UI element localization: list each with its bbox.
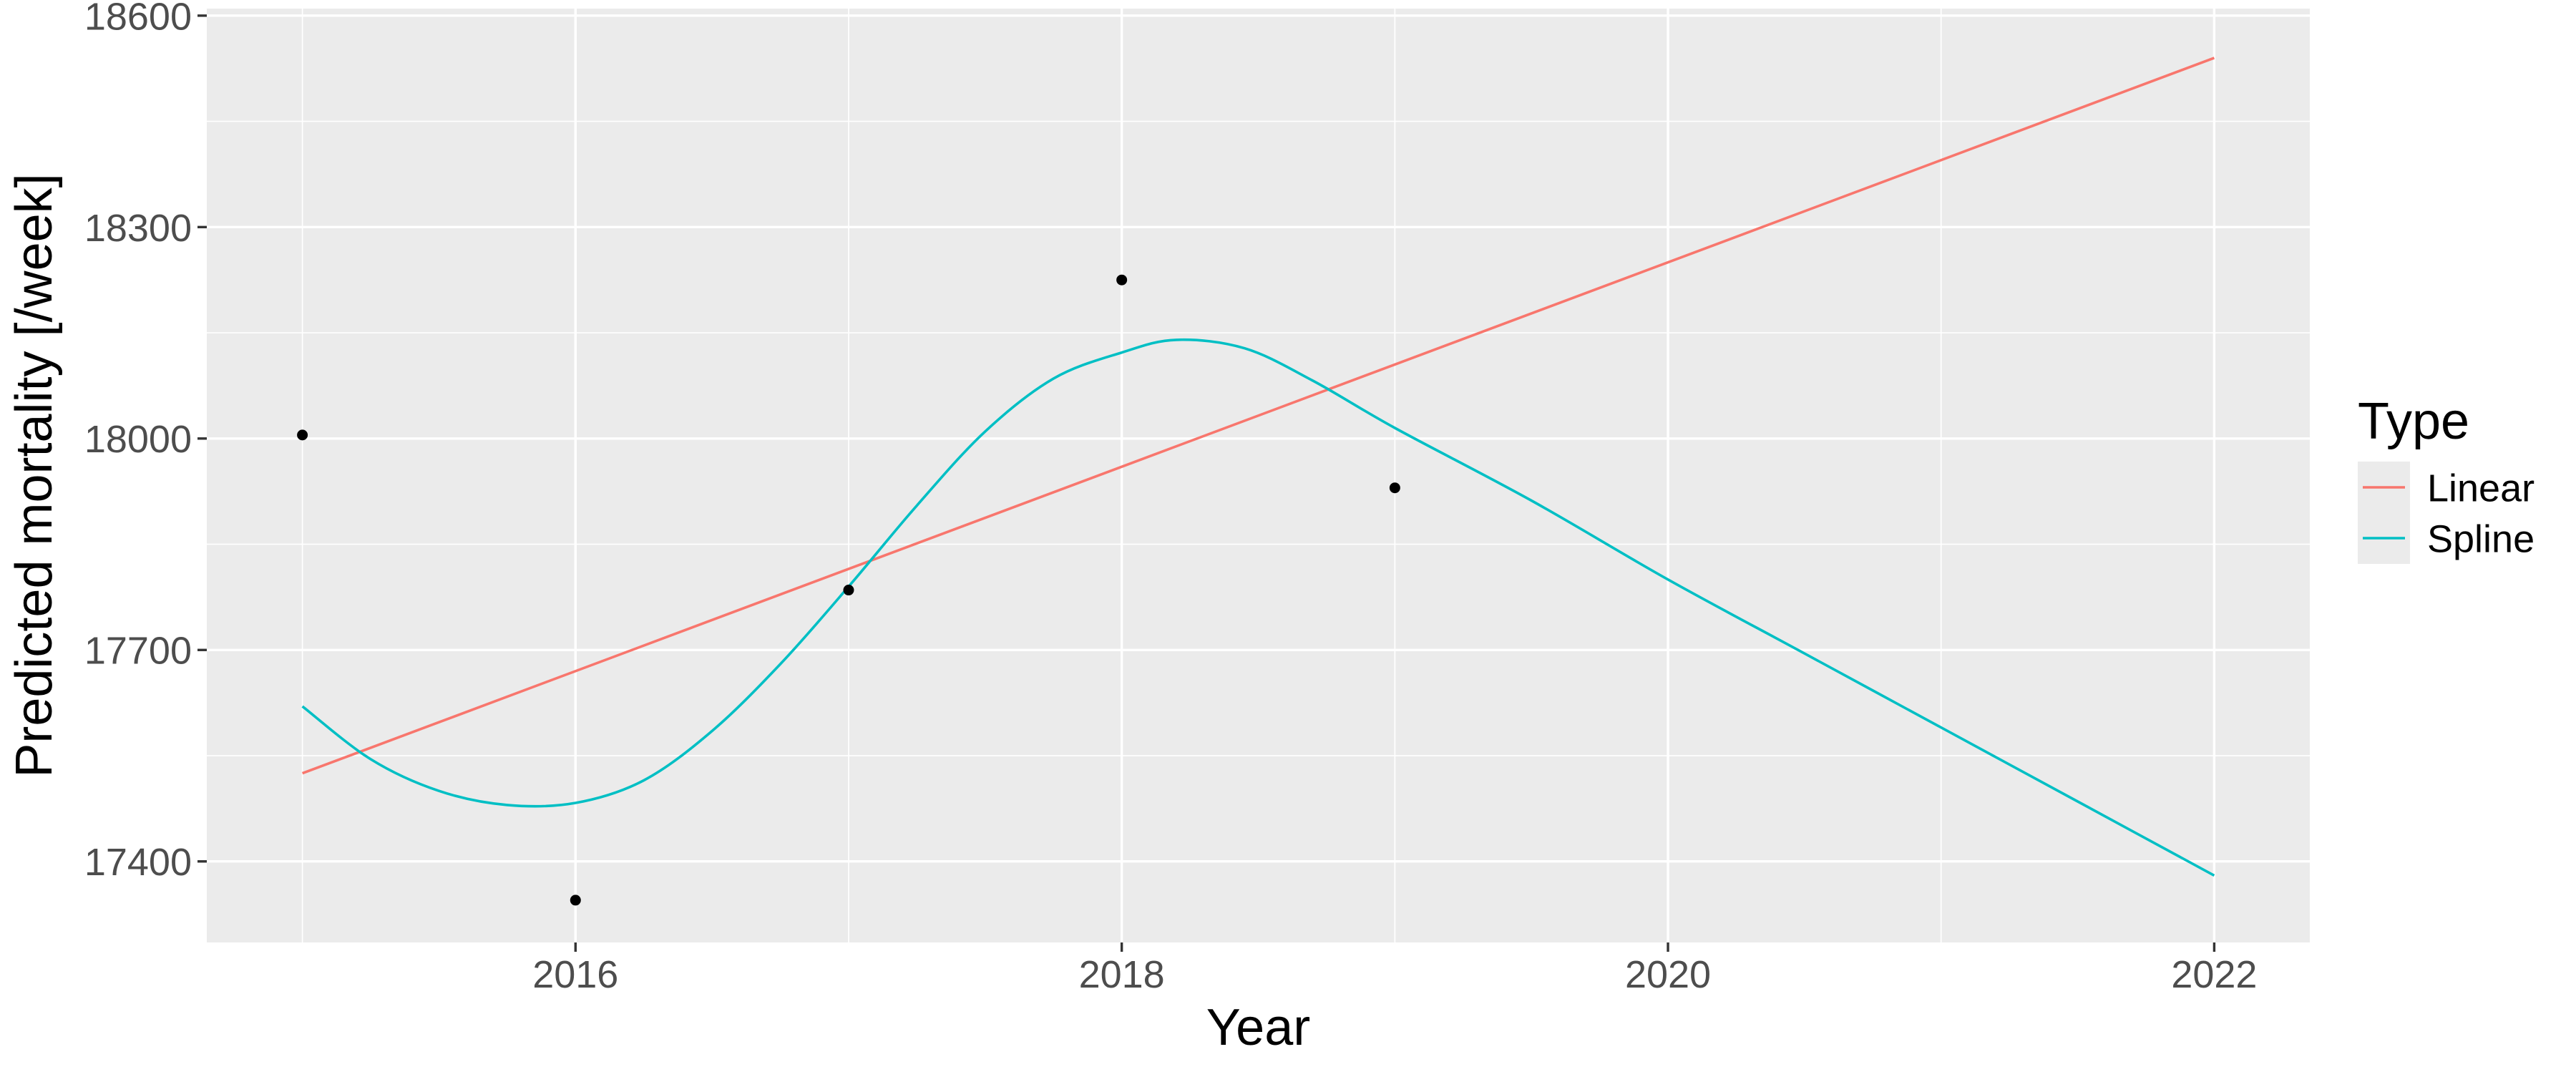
data-point — [570, 895, 581, 906]
data-point — [1116, 274, 1128, 286]
plot-panel — [207, 9, 2310, 942]
x-tick-label: 2022 — [2171, 953, 2257, 996]
data-point — [1389, 482, 1400, 494]
y-tick-label: 18000 — [84, 418, 192, 461]
legend-label-spline: Spline — [2427, 517, 2534, 560]
data-point — [297, 429, 308, 441]
y-axis-title: Predicted mortality [/week] — [6, 173, 63, 777]
x-tick-label: 2016 — [532, 953, 618, 996]
legend-title: Type — [2358, 393, 2469, 450]
series-line-linear — [301, 57, 2215, 775]
legend-label-linear: Linear — [2427, 467, 2534, 510]
y-tick-label: 17400 — [84, 841, 192, 884]
x-axis-title: Year — [1206, 999, 1310, 1056]
x-tick-label: 2018 — [1079, 953, 1165, 996]
y-tick-label: 17700 — [84, 630, 192, 673]
x-tick-label: 2020 — [1625, 953, 1711, 996]
y-tick-label: 18300 — [84, 207, 192, 250]
series-line-spline — [301, 338, 2215, 877]
data-point — [843, 585, 854, 596]
y-tick-label: 18600 — [84, 0, 192, 38]
